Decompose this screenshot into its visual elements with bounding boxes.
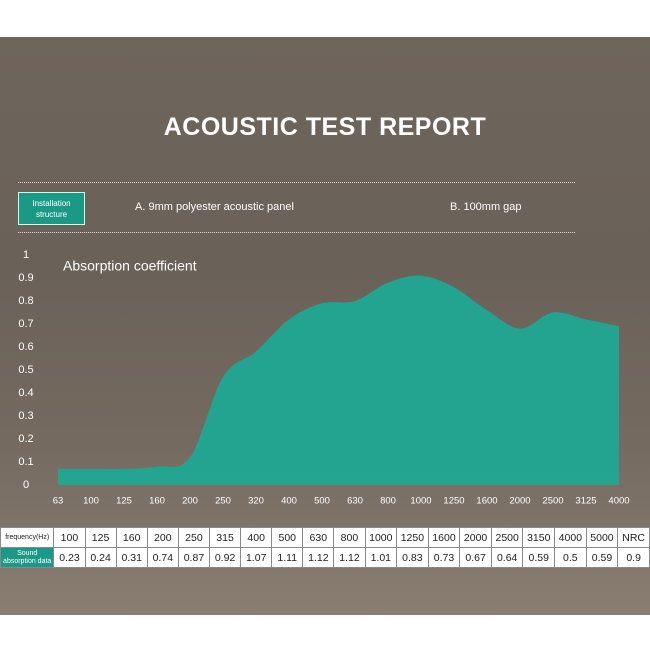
x-tick-label: 3125 <box>575 496 596 507</box>
x-tick-label: 630 <box>347 496 363 507</box>
table-cell: 1.07 <box>240 547 273 568</box>
y-tick-label: 0 <box>23 479 29 491</box>
table-cell: NRC <box>617 527 650 548</box>
table-cell: 315 <box>208 527 242 548</box>
table-cell: 1000 <box>364 527 398 548</box>
table-cell: 0.67 <box>459 547 492 568</box>
title: ACOUSTIC TEST REPORT <box>163 113 487 141</box>
divider <box>18 182 575 183</box>
y-tick-label: 0.2 <box>18 433 33 445</box>
table-cell: 160 <box>115 527 148 548</box>
table-cell: 500 <box>271 527 304 548</box>
x-tick-label: 1600 <box>476 496 497 507</box>
table-cell: 2500 <box>490 527 524 548</box>
table-cell: 4000 <box>554 527 587 548</box>
x-tick-label: 1000 <box>410 496 431 507</box>
table-cell: 1250 <box>396 527 429 548</box>
table-cell: 0.59 <box>522 547 556 568</box>
table-cell: 100 <box>53 527 86 548</box>
area <box>58 275 619 485</box>
table-cell: 1.12 <box>302 547 335 568</box>
table-cell: 0.87 <box>177 547 211 568</box>
x-tick-label: 500 <box>314 496 330 507</box>
x-tick-label: 2500 <box>542 496 563 507</box>
table-cell: 630 <box>302 527 335 548</box>
x-tick-label: 125 <box>116 496 132 507</box>
x-tick-label: 2000 <box>509 496 530 507</box>
table-cell: 3150 <box>522 527 556 548</box>
table-cell: 0.24 <box>84 547 117 568</box>
table-cell: 0.9 <box>617 547 650 568</box>
table-cell: 0.31 <box>115 547 148 568</box>
x-tick-label: 200 <box>182 496 198 507</box>
table-cell: 200 <box>146 527 179 548</box>
y-tick-label: 0.1 <box>18 456 33 468</box>
data-table: frequency(Hz) 100 125 160 200 250 315 400 500 630… <box>0 527 650 568</box>
x-tick-label: 63 <box>53 496 64 507</box>
x-tick-label: 320 <box>248 496 264 507</box>
table-cell: 1.12 <box>333 547 366 568</box>
table-cell: 5000 <box>585 527 619 548</box>
x-tick-label: 400 <box>281 496 297 507</box>
table-cell: 0.83 <box>396 547 429 568</box>
x-tick-label: 1250 <box>443 496 464 507</box>
table-cell: 0.92 <box>208 547 242 568</box>
table-cell: 0.64 <box>490 547 524 568</box>
table-cell: 800 <box>333 527 366 548</box>
annotation: Absorption coefficient <box>63 258 197 274</box>
table-cell: 2000 <box>459 527 492 548</box>
y-tick-label: 0.4 <box>18 387 33 399</box>
table-cell: 1.01 <box>364 547 398 568</box>
x-tick-label: 800 <box>380 496 396 507</box>
table-cell: 0.5 <box>554 547 587 568</box>
table-cell: 1.11 <box>271 547 304 568</box>
table-cell: 0.23 <box>53 547 86 568</box>
table-row: frequency(Hz) 100 125 160 200 250 315 400 500 630… <box>0 527 650 548</box>
y-tick-label: 0.6 <box>18 341 33 353</box>
item-b: B. 100mm gap <box>450 201 522 213</box>
table-cell: 125 <box>84 527 117 548</box>
row-label: frequency(Hz) <box>0 527 55 548</box>
item-a: A. 9mm polyester acoustic panel <box>135 201 294 213</box>
y-tick-label: 1 <box>23 249 29 261</box>
table-cell: 0.74 <box>146 547 179 568</box>
x-tick-label: 4000 <box>608 496 629 507</box>
row-label: Sound absorption data <box>0 547 55 568</box>
x-tick-label: 100 <box>83 496 99 507</box>
table-cell: 250 <box>177 527 211 548</box>
installation-label: Installation structure <box>18 192 85 225</box>
table-row: Sound absorption data 0.23 0.24 0.31 0.74 0.8… <box>0 547 650 568</box>
y-tick-label: 0.5 <box>18 364 33 376</box>
table-cell: 0.59 <box>585 547 619 568</box>
y-tick-label: 0.7 <box>18 318 33 330</box>
y-tick-label: 0.9 <box>18 272 33 284</box>
table-cell: 1600 <box>427 527 461 548</box>
table-cell: 0.73 <box>427 547 461 568</box>
x-tick-label: 250 <box>215 496 231 507</box>
y-tick-label: 0.8 <box>18 295 33 307</box>
divider <box>18 232 575 233</box>
y-tick-label: 0.3 <box>18 410 33 422</box>
x-tick-label: 160 <box>149 496 165 507</box>
table-cell: 400 <box>240 527 273 548</box>
